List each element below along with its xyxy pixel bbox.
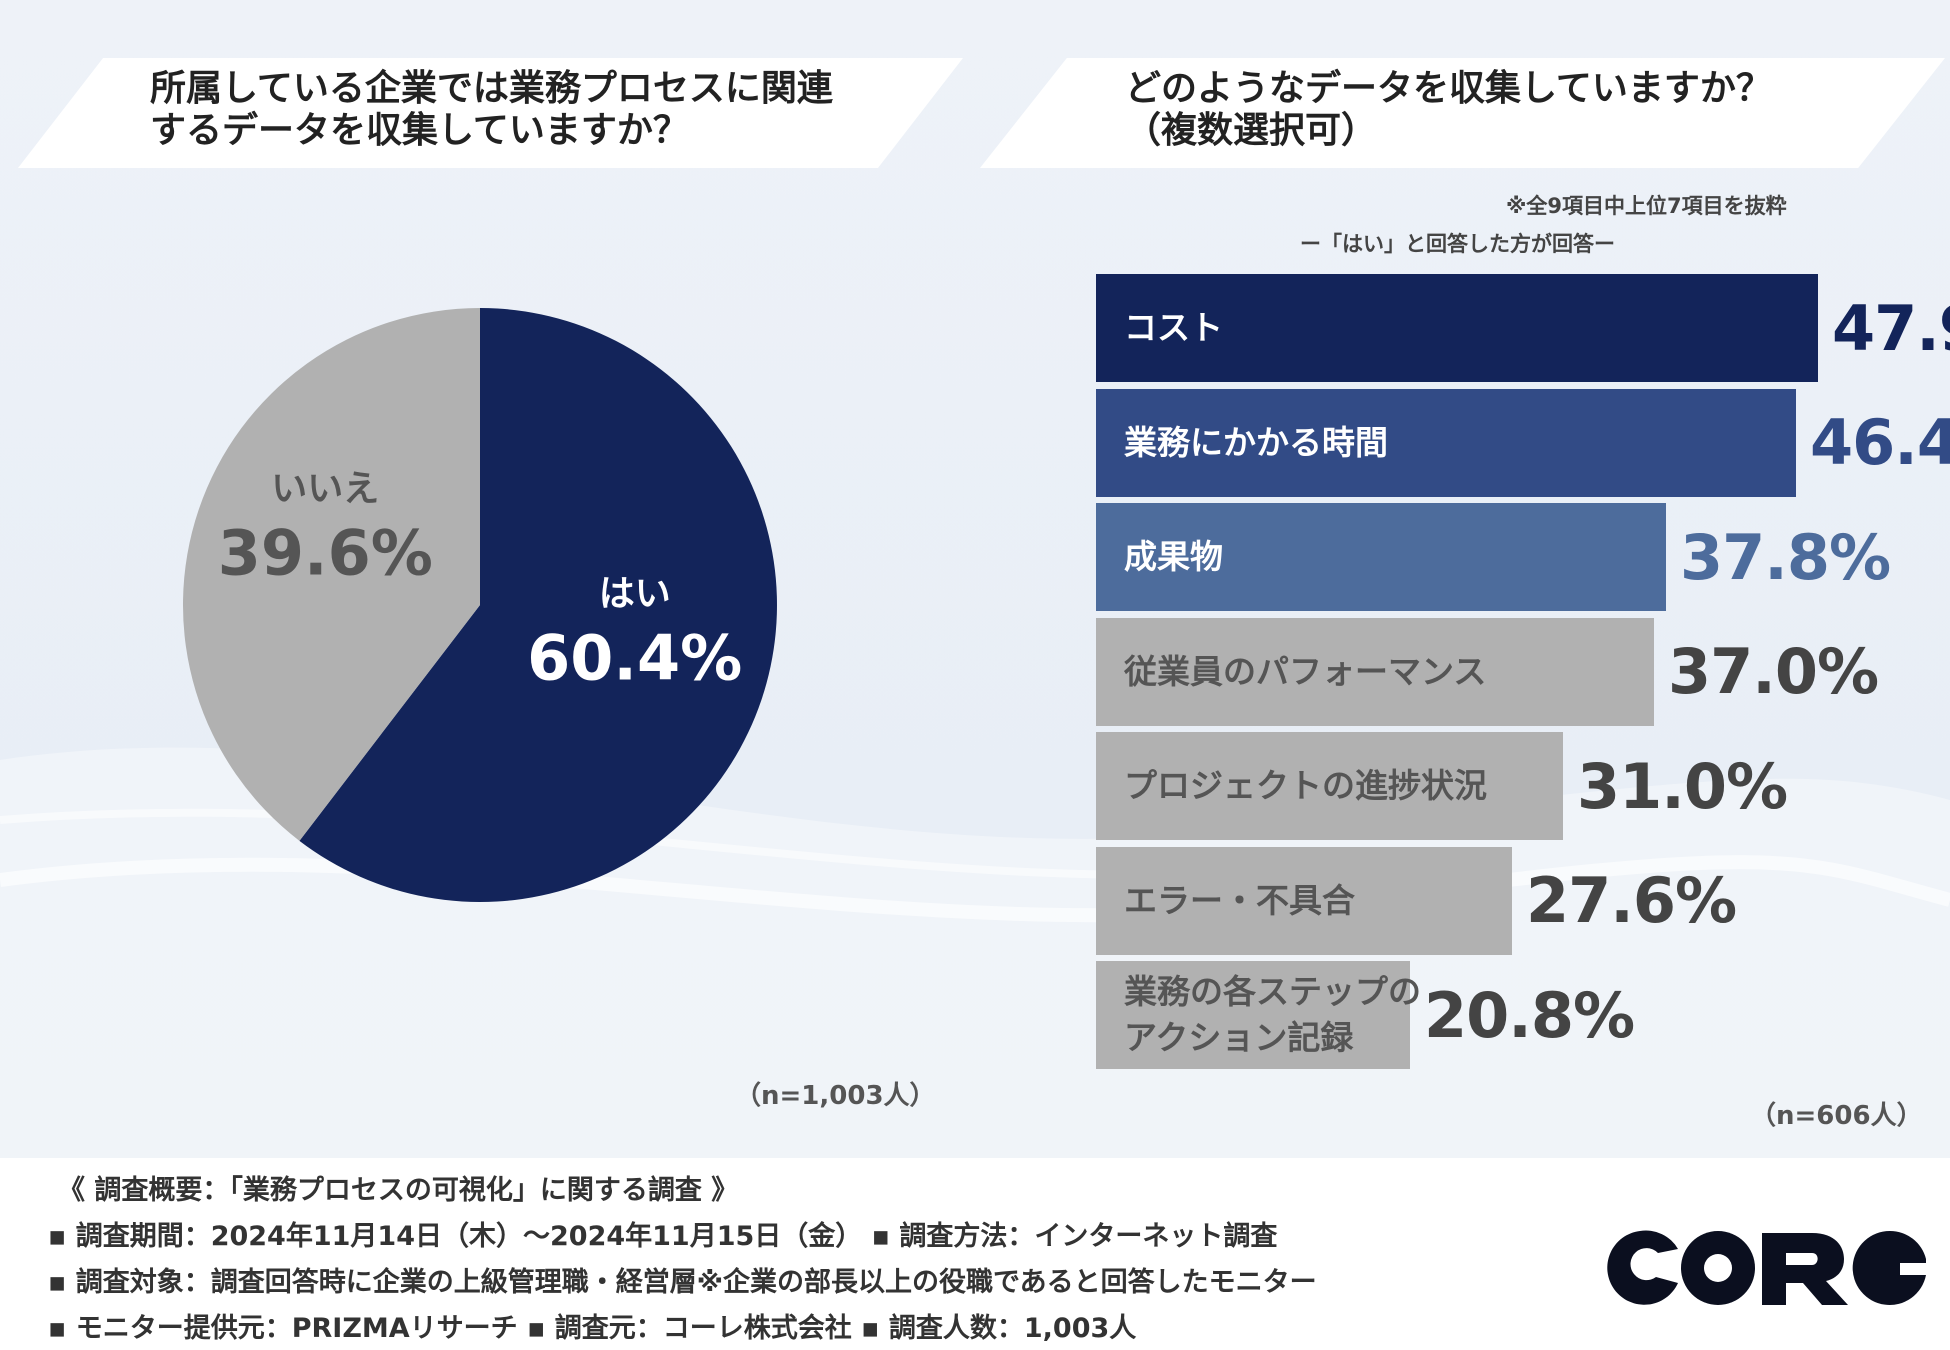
survey-footer: 《 調査概要：「業務プロセスの可視化」に関する調査 》 ▪ 調査期間：2024年… [0, 1158, 1950, 1350]
pie-chart: はい 60.4% いいえ 39.6% [182, 308, 777, 902]
bar [1096, 503, 1666, 611]
pie-value-yes: 60.4% [527, 621, 742, 694]
pie-value-no: 39.6% [218, 517, 433, 590]
bar-value: 37.0% [1668, 635, 1879, 708]
bar-label-line: 業務の各ステップの [1124, 972, 1421, 1011]
bar-row: エラー・不具合 27.6% [1096, 846, 1936, 955]
bar-label-line: エラー・不具合 [1124, 880, 1355, 920]
left-question-line1: 所属している企業では業務プロセスに関連 [150, 68, 833, 109]
bar-label-line: 従業員のパフォーマンス [1124, 651, 1487, 691]
bar [1096, 961, 1410, 1069]
bar-label-line: コスト [1124, 308, 1223, 347]
bar-value: 47.9% [1832, 291, 1950, 365]
bar-label: コスト [1124, 274, 1223, 382]
pie-label-no: いいえ [271, 469, 379, 510]
right-question-title: どのようなデータを収集していますか？ （複数選択可） [1125, 68, 1772, 152]
pie-slice-no [182, 308, 480, 841]
bar-label: 成果物 [1124, 503, 1223, 611]
bar-row: 業務にかかる時間 46.4% [1096, 388, 1950, 497]
right-title-banner [980, 58, 1945, 168]
bar-value: 31.0% [1577, 749, 1788, 823]
bar-row: 成果物 37.8% [1096, 503, 1936, 611]
bar-label: 従業員のパフォーマンス [1124, 618, 1486, 726]
bar-label-line: 成果物 [1124, 537, 1223, 576]
bar [1096, 274, 1818, 382]
survey-period: ▪ 調査期間：2024年11月14日（木）～2024年11月15日（金） ▪ 調… [48, 1221, 1278, 1252]
bar [1096, 388, 1796, 497]
bar-value: 20.8% [1424, 978, 1635, 1052]
survey-overview: 《 調査概要：「業務プロセスの可視化」に関する調査 》 [58, 1175, 739, 1206]
survey-provider: ▪ モニター提供元：PRIZMAリサーチ ▪ 調査元：コーレ株式会社 ▪ 調査人… [48, 1313, 1137, 1344]
corg-logo [1607, 1230, 1926, 1305]
bar-label-line: 業務にかかる時間 [1124, 422, 1388, 462]
bar-label-line: プロジェクトの進捗状況 [1124, 766, 1487, 805]
pie-slice-yes [299, 308, 777, 902]
bar-row: プロジェクトの進捗状況 31.0% [1096, 732, 1936, 840]
bar [1096, 846, 1512, 955]
bar-label: 業務の各ステップの アクション記録 [1124, 961, 1421, 1069]
bar-label: 業務にかかる時間 [1124, 389, 1388, 497]
top-items-note: ※全9項目中上位7項目を抜粋 [1506, 194, 1787, 218]
pie-sample-size: （n=1,003人） [735, 1081, 936, 1111]
bar-value: 37.8% [1680, 520, 1891, 594]
survey-target: ▪ 調査対象：調査回答時に企業の上級管理職・経営層※企業の部長以上の役職であると… [48, 1267, 1317, 1298]
bar [1096, 732, 1563, 840]
bar-value: 46.4% [1810, 406, 1950, 479]
pie-label-yes: はい [599, 573, 671, 614]
left-question-line2: するデータを収集していますか？ [150, 110, 689, 151]
right-question-line2: （複数選択可） [1125, 110, 1378, 151]
bar [1096, 617, 1654, 726]
bar-chart: コスト 47.9% 業務にかかる時間 46.4% 成果物 37.8% 従業員のパフォーマンス… [1096, 274, 1950, 1074]
bar-row: コスト 47.9% [1096, 274, 1950, 382]
bar-label: プロジェクトの進捗状況 [1124, 732, 1487, 840]
respondent-note: ー「はい」と回答した方が回答ー [1300, 232, 1615, 256]
bar-value: 27.6% [1526, 864, 1737, 937]
left-question-title: 所属している企業では業務プロセスに関連 するデータを収集していますか？ [150, 68, 833, 152]
bar-label: エラー・不具合 [1124, 847, 1355, 955]
bar-sample-size: （n=606人） [1750, 1101, 1923, 1131]
bar-row: 業務の各ステップの アクション記録 20.8% [1096, 961, 1936, 1069]
left-title-banner [18, 58, 963, 168]
bar-label-line: アクション記録 [1124, 1018, 1354, 1057]
right-question-line1: どのようなデータを収集していますか？ [1125, 68, 1772, 109]
bar-row: 従業員のパフォーマンス 37.0% [1096, 617, 1936, 726]
